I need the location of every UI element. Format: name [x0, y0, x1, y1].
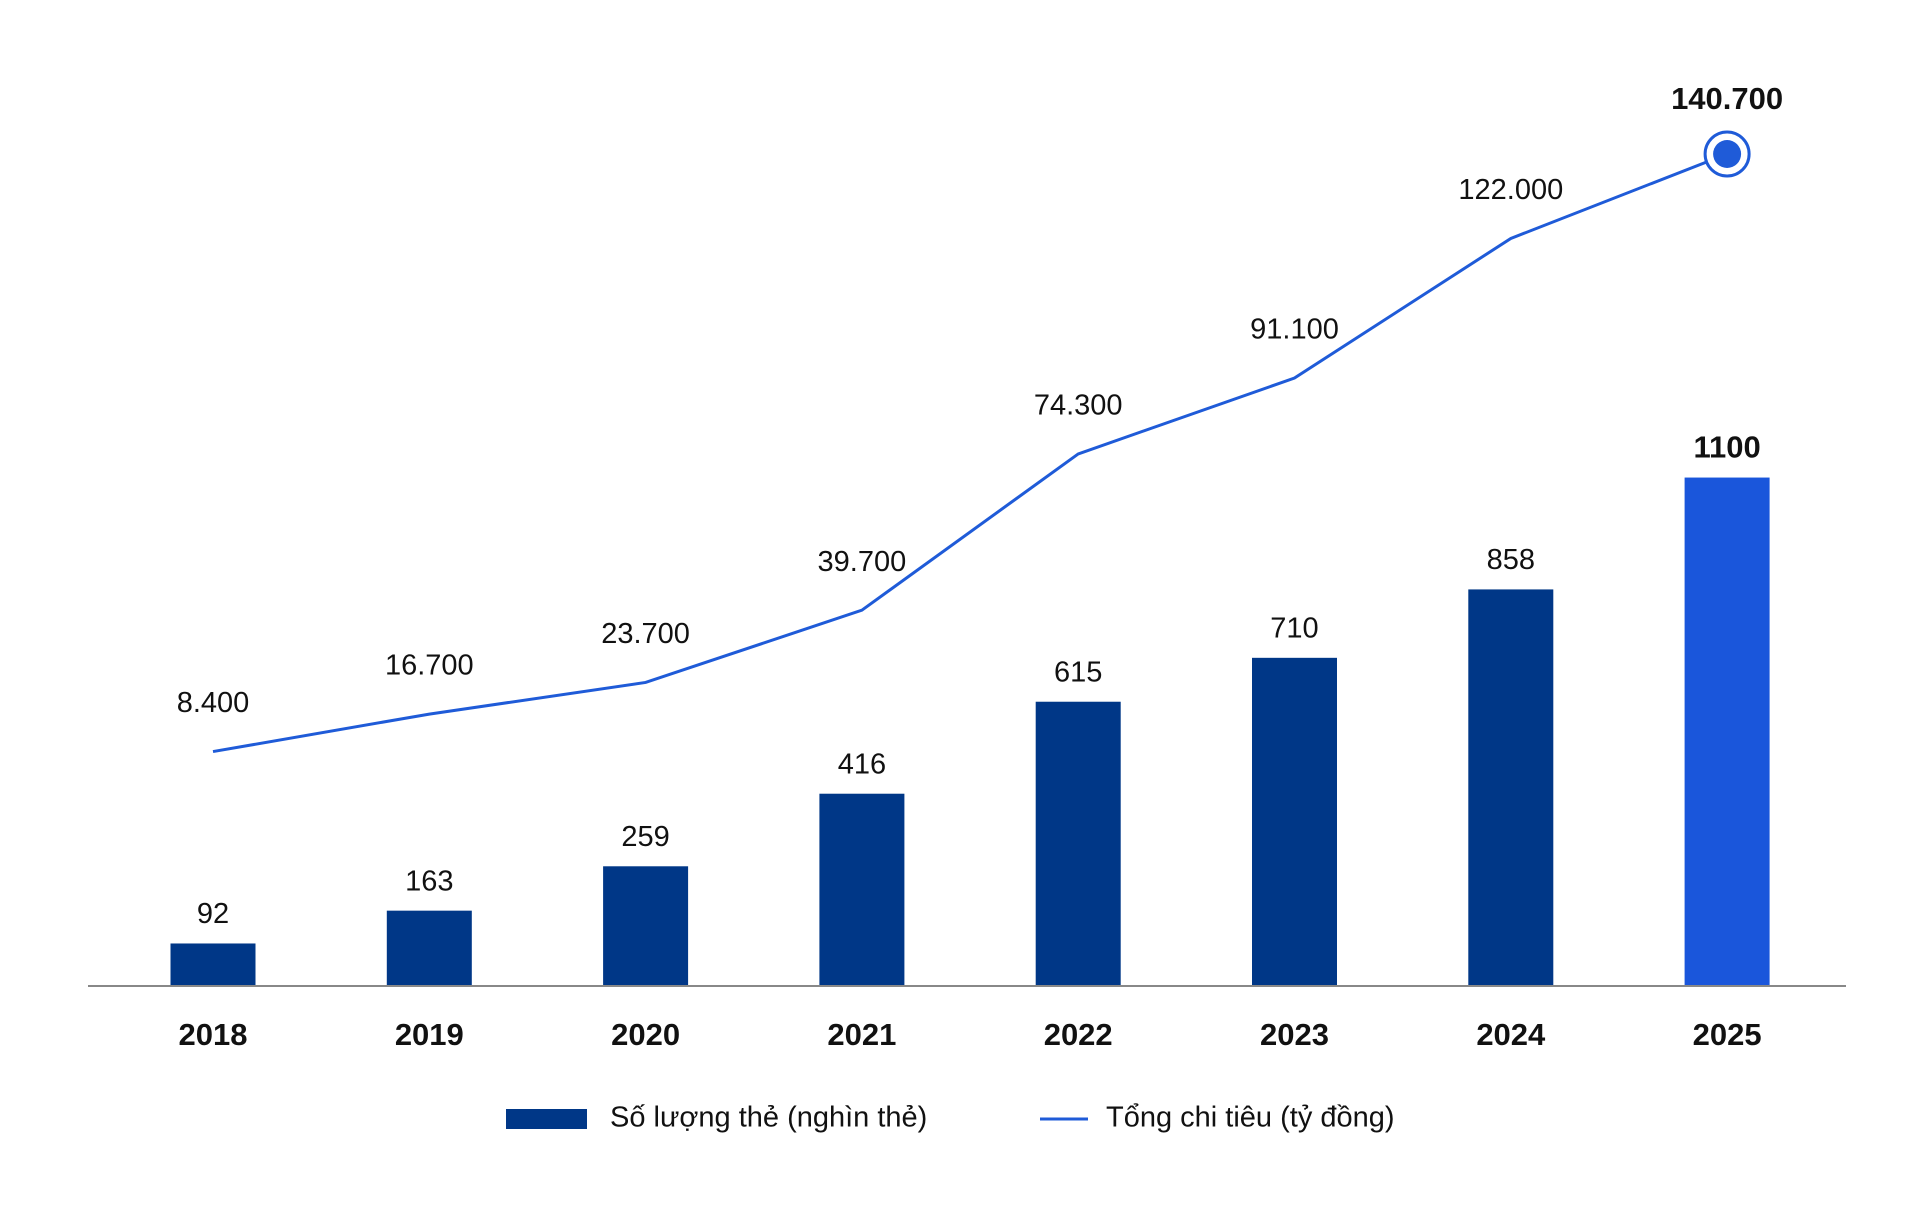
line-value-label: 16.700 — [385, 650, 474, 682]
line-value-label: 74.300 — [1034, 390, 1123, 422]
line-value-label: 8.400 — [177, 687, 250, 719]
bar — [603, 866, 689, 986]
line-value-label: 23.700 — [601, 618, 690, 650]
bar — [1684, 477, 1770, 986]
bar-value-label: 858 — [1487, 544, 1535, 576]
bar — [1252, 657, 1337, 986]
x-tick-label: 2023 — [1260, 1017, 1329, 1052]
line — [212, 152, 1728, 754]
x-tick-label: 2022 — [1044, 1017, 1113, 1052]
bar — [386, 910, 472, 986]
legend-swatch — [506, 1109, 587, 1129]
bar-value-label: 615 — [1054, 656, 1102, 688]
line-value-label: 122.000 — [1458, 174, 1563, 206]
bar-value-label: 710 — [1270, 612, 1318, 644]
x-tick-label: 2019 — [395, 1017, 464, 1052]
line-value-label: 91.100 — [1250, 314, 1339, 346]
bar-value-label: 259 — [621, 821, 669, 853]
x-tick-label: 2020 — [611, 1017, 680, 1052]
bar-value-label: 416 — [838, 748, 886, 780]
x-tick-label: 2021 — [827, 1017, 896, 1052]
bar-value-label: 163 — [405, 865, 453, 897]
x-tick-label: 2018 — [179, 1017, 248, 1052]
bar — [819, 793, 905, 986]
point — [1713, 140, 1742, 168]
line-value-label: 140.700 — [1671, 81, 1783, 116]
bar — [1035, 701, 1121, 986]
legend-label: Tổng chi tiêu (tỷ đồng) — [1106, 1102, 1395, 1134]
x-tick-label: 2025 — [1693, 1017, 1762, 1052]
legend-label: Số lượng thẻ (nghìn thẻ) — [610, 1102, 927, 1134]
x-tick-label: 2024 — [1476, 1017, 1546, 1052]
bar-value-label: 1100 — [1693, 430, 1760, 465]
bar — [170, 943, 256, 986]
line-value-label: 39.700 — [818, 546, 907, 578]
bar-value-label: 92 — [197, 898, 229, 930]
bar — [1468, 589, 1554, 986]
